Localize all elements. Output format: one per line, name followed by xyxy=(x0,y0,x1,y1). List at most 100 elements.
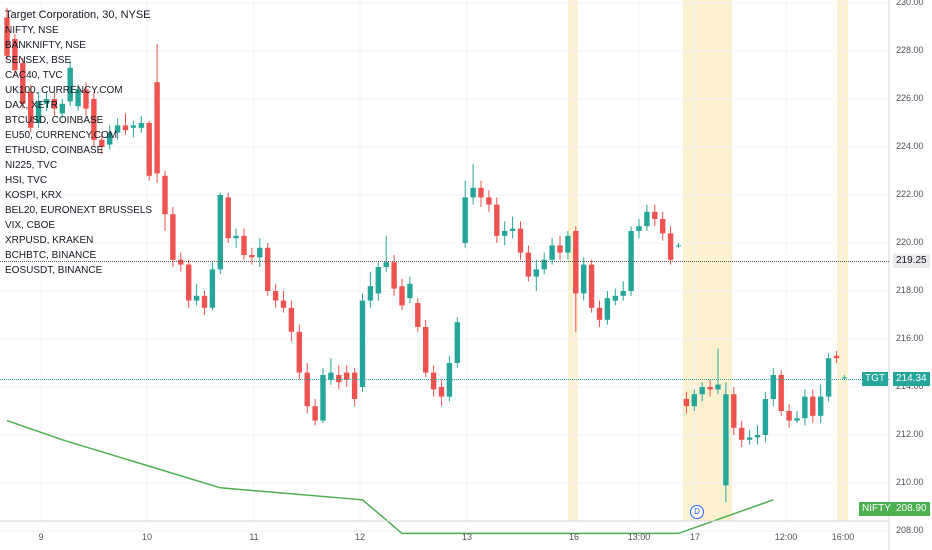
candle-up[interactable] xyxy=(407,283,413,299)
candle-down[interactable] xyxy=(415,303,421,327)
comparison-symbol-item[interactable]: SENSEX, BSE xyxy=(5,55,72,66)
candle-down[interactable] xyxy=(517,228,524,253)
candle-down[interactable] xyxy=(430,372,437,390)
candle-up[interactable] xyxy=(462,197,468,243)
candle-up[interactable] xyxy=(675,245,682,247)
candle-down[interactable] xyxy=(588,264,595,308)
candle-down[interactable] xyxy=(249,255,255,258)
candle-up[interactable] xyxy=(375,267,381,294)
comparison-symbol-item[interactable]: KOSPI, KRX xyxy=(5,190,62,201)
chart-title[interactable]: Target Corporation, 30, NYSE xyxy=(5,9,151,21)
tgt-symbol-tag[interactable]: TGT xyxy=(862,371,888,386)
comparison-symbol-item[interactable]: BEL20, EURONEXT BRUSSELS xyxy=(5,205,153,216)
candle-down[interactable] xyxy=(478,187,484,198)
comparison-symbol-item[interactable]: XRPUSD, KRAKEN xyxy=(5,235,94,246)
nifty-symbol-tag[interactable]: NIFTY xyxy=(859,502,894,517)
candle-up[interactable] xyxy=(746,437,753,440)
comparison-symbol-item[interactable]: ETHUSD, COINBASE xyxy=(5,145,104,156)
candle-up[interactable] xyxy=(699,387,705,395)
candle-down[interactable] xyxy=(51,99,58,109)
candle-up[interactable] xyxy=(762,399,769,435)
candle-down[interactable] xyxy=(20,63,26,104)
candle-up[interactable] xyxy=(802,396,808,419)
candle-down[interactable] xyxy=(739,427,745,440)
candle-down[interactable] xyxy=(494,204,500,236)
candle-down[interactable] xyxy=(652,211,658,219)
candle-down[interactable] xyxy=(272,291,279,301)
candle-down[interactable] xyxy=(336,375,342,383)
candle-down[interactable] xyxy=(778,375,784,411)
candle-up[interactable] xyxy=(502,231,508,236)
candle-up[interactable] xyxy=(320,375,326,421)
candle-down[interactable] xyxy=(28,91,34,128)
comparison-symbol-item[interactable]: NI225, TVC xyxy=(5,160,58,171)
candle-up[interactable] xyxy=(454,322,460,363)
dividend-marker-icon[interactable]: D xyxy=(690,505,704,519)
candle-down[interactable] xyxy=(91,99,97,140)
candle-down[interactable] xyxy=(288,307,295,332)
candle-down[interactable] xyxy=(186,264,192,301)
candle-up[interactable] xyxy=(612,295,618,301)
comparison-symbol-item[interactable]: BCHBTC, BINANCE xyxy=(5,250,97,261)
candle-up[interactable] xyxy=(107,132,113,145)
candle-down[interactable] xyxy=(525,252,532,277)
candle-up[interactable] xyxy=(383,262,389,267)
candle-up[interactable] xyxy=(541,259,547,270)
candle-down[interactable] xyxy=(486,197,492,205)
candle-down[interactable] xyxy=(683,399,690,407)
candle-up[interactable] xyxy=(581,264,587,294)
candle-down[interactable] xyxy=(201,295,208,308)
candle-up[interactable] xyxy=(130,125,137,128)
candle-down[interactable] xyxy=(810,396,816,416)
comparison-symbol-item[interactable]: VIX, CBOE xyxy=(5,220,56,231)
candle-up[interactable] xyxy=(43,99,50,104)
candle-up[interactable] xyxy=(723,394,729,486)
candle-up[interactable] xyxy=(636,226,642,231)
candle-down[interactable] xyxy=(312,406,318,421)
candle-up[interactable] xyxy=(549,245,555,260)
candle-up[interactable] xyxy=(644,211,650,227)
candle-up[interactable] xyxy=(754,435,761,438)
candle-up[interactable] xyxy=(770,375,776,399)
comparison-symbol-item[interactable]: BANKNIFTY, NSE xyxy=(5,40,86,51)
candle-up[interactable] xyxy=(470,187,476,198)
comparison-symbol-item[interactable]: CAC40, TVC xyxy=(5,70,63,81)
candle-down[interactable] xyxy=(786,411,792,421)
candle-up[interactable] xyxy=(825,358,832,397)
candle-up[interactable] xyxy=(620,291,626,296)
candle-up[interactable] xyxy=(794,418,800,421)
candle-up[interactable] xyxy=(217,195,223,270)
candle-down[interactable] xyxy=(146,123,152,176)
candle-up[interactable] xyxy=(691,394,697,407)
candle-up[interactable] xyxy=(35,101,42,123)
candle-up[interactable] xyxy=(193,295,200,301)
candle-down[interactable] xyxy=(557,245,563,253)
candle-down[interactable] xyxy=(423,327,429,373)
candle-up[interactable] xyxy=(209,269,216,308)
candle-down[interactable] xyxy=(170,214,176,260)
comparison-symbol-item[interactable]: DAX, XETR xyxy=(5,100,58,111)
candle-up[interactable] xyxy=(359,300,366,387)
candle-down[interactable] xyxy=(351,372,358,399)
candle-down[interactable] xyxy=(12,39,18,71)
candle-down[interactable] xyxy=(833,355,840,359)
candle-up[interactable] xyxy=(715,384,721,390)
comparison-symbol-item[interactable]: UK100, CURRENCY.COM xyxy=(5,85,123,96)
comparison-symbol-item[interactable]: NIFTY, NSE xyxy=(5,25,59,36)
comparison-symbol-item[interactable]: HSI, TVC xyxy=(5,175,48,186)
candle-up[interactable] xyxy=(59,103,65,114)
candle-down[interactable] xyxy=(391,262,397,289)
candle-up[interactable] xyxy=(367,286,374,301)
candle-down[interactable] xyxy=(225,197,231,239)
candle-up[interactable] xyxy=(75,89,81,107)
candle-up[interactable] xyxy=(328,372,334,380)
candle-down[interactable] xyxy=(154,82,160,174)
candle-up[interactable] xyxy=(604,298,611,320)
candle-down[interactable] xyxy=(399,286,405,306)
candle-down[interactable] xyxy=(731,394,737,428)
candle-up[interactable] xyxy=(114,125,121,133)
candle-up[interactable] xyxy=(67,67,73,102)
candle-down[interactable] xyxy=(344,372,350,380)
candle-down[interactable] xyxy=(438,387,445,397)
candle-down[interactable] xyxy=(162,175,168,215)
